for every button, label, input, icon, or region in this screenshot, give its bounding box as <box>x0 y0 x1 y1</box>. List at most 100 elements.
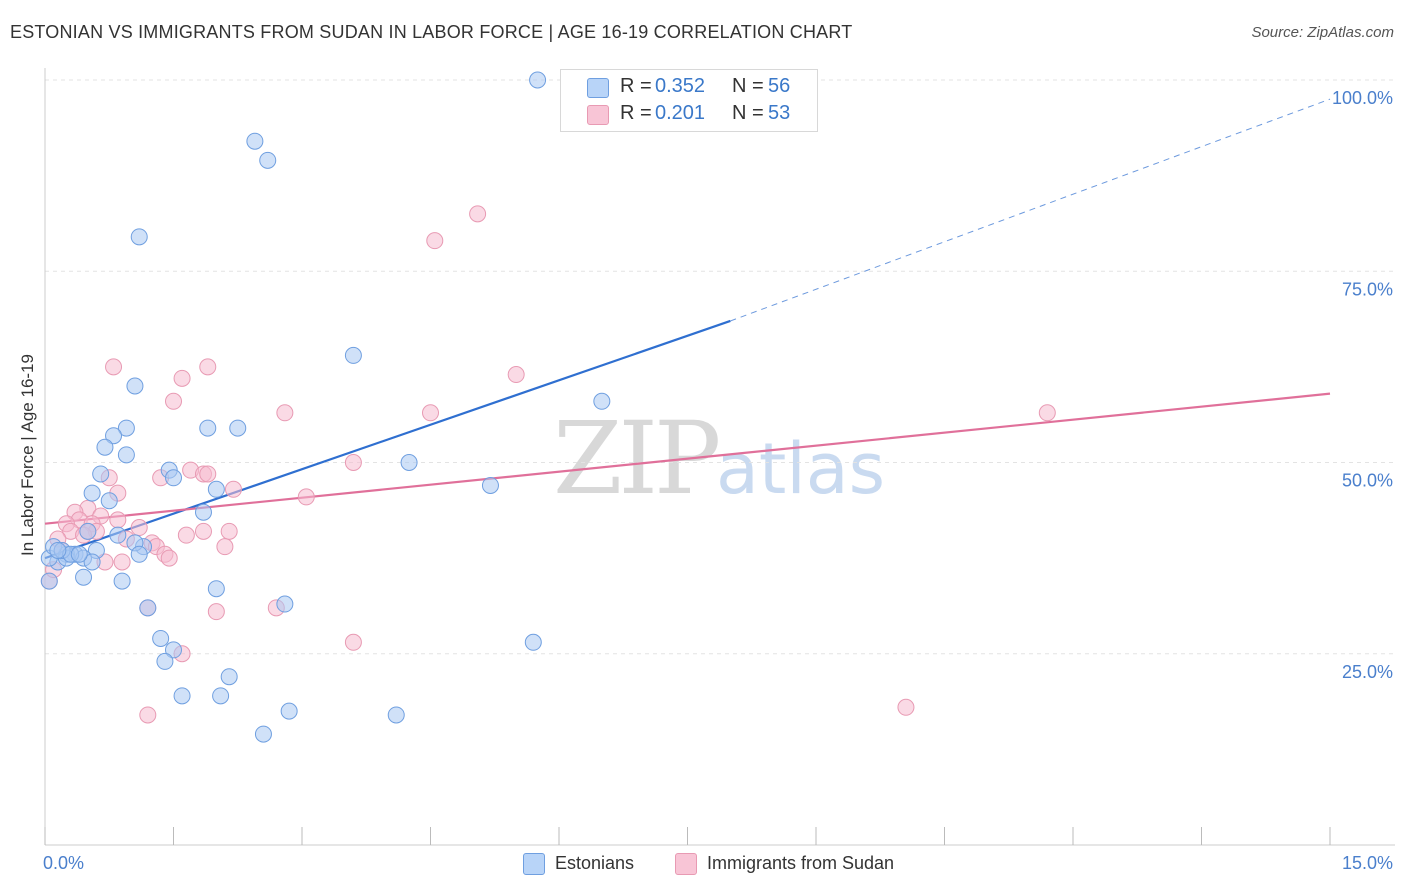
estonian-point <box>199 419 217 437</box>
estonian-point <box>130 545 148 563</box>
estonian-point <box>130 228 148 246</box>
estonian-point <box>344 346 362 364</box>
sudan-point <box>344 633 362 651</box>
estonian-point <box>156 652 174 670</box>
estonian-point <box>165 469 182 487</box>
sudan-point <box>160 549 178 567</box>
estonian-points <box>40 71 611 743</box>
y-tick-label: 50.0% <box>1342 471 1393 491</box>
estonian-point <box>387 706 405 724</box>
estonian-point <box>280 702 298 720</box>
sudan-point <box>507 366 525 384</box>
estonian-point <box>105 427 123 445</box>
x-tick-label-max: 15.0% <box>1342 853 1393 873</box>
estonian-point <box>79 522 97 540</box>
estonian-point <box>220 668 238 686</box>
estonian-point <box>117 419 135 437</box>
sudan-point <box>199 465 217 483</box>
estonian-point <box>173 687 191 705</box>
estonian-point <box>83 553 101 571</box>
estonian-point <box>83 484 101 502</box>
sudan-point <box>194 522 212 540</box>
estonian-point <box>49 541 67 559</box>
estonian-point <box>126 377 144 395</box>
estonian-point <box>100 492 118 510</box>
estonian-point <box>152 629 170 647</box>
legend-n-value: 53 <box>768 102 791 124</box>
legend-r-label: R = <box>620 75 652 97</box>
sudan-point <box>207 603 225 621</box>
sudan-point <box>113 553 131 571</box>
estonians-swatch <box>587 78 609 98</box>
sudan-point <box>216 538 234 556</box>
estonians-legend-swatch <box>523 853 545 875</box>
y-tick-label: 75.0% <box>1342 279 1393 299</box>
source-label: Source: ZipAtlas.com <box>1251 24 1394 41</box>
estonian-point <box>207 580 225 598</box>
estonian-point <box>96 438 114 456</box>
sudan-point <box>276 404 294 422</box>
sudan-point <box>165 392 182 410</box>
estonian-point <box>276 595 294 613</box>
estonian-point <box>139 599 157 617</box>
sudan-point <box>109 511 127 529</box>
estonian-point <box>75 568 93 586</box>
estonian-point <box>117 446 135 464</box>
estonian-point <box>165 641 182 659</box>
y-tick-label: 100.0% <box>1332 88 1393 108</box>
estonian-point <box>113 572 131 590</box>
sudan-swatch <box>587 105 609 125</box>
sudan-point <box>220 522 238 540</box>
sudan-point <box>422 404 439 422</box>
correlation-legend: R = 0.352 N = 56 R = 0.201 N = 53 <box>560 69 818 132</box>
sudan-legend-swatch <box>675 853 697 875</box>
estonian-point <box>254 725 272 743</box>
estonian-point <box>194 503 212 521</box>
estonian-point <box>207 480 225 498</box>
legend-n-value: 56 <box>768 75 791 97</box>
legend-r-label: R = <box>620 102 652 124</box>
estonian-point <box>481 476 499 494</box>
grid-lines <box>45 79 1395 655</box>
sudan-point <box>139 706 157 724</box>
legend-n-label: N = <box>732 102 764 124</box>
estonian-point <box>70 545 88 563</box>
tick-labels: 25.0% 50.0% 75.0% 100.0% 0.0% 15.0% <box>43 88 1393 873</box>
sudan-point <box>469 205 487 223</box>
legend-r-value: 0.201 <box>655 102 706 124</box>
estonian-point <box>229 419 247 437</box>
sudan-point <box>344 454 362 471</box>
sudan-point <box>426 232 444 250</box>
sudan-legend-label: Immigrants from Sudan <box>707 853 895 873</box>
sudan-point <box>297 488 315 506</box>
axes <box>44 68 1395 846</box>
estonian-point <box>246 132 264 150</box>
estonian-point <box>259 151 277 169</box>
estonian-point <box>529 71 547 89</box>
legend-n-label: N = <box>732 75 764 97</box>
sudan-point <box>105 358 123 376</box>
sudan-trend-line <box>44 392 1331 525</box>
y-tick-label: 25.0% <box>1342 662 1393 682</box>
estonian-point <box>92 465 110 483</box>
estonians-trend-line <box>44 319 731 560</box>
sudan-point <box>199 358 217 376</box>
estonians-trend-extension <box>730 98 1331 322</box>
sudan-point <box>130 519 148 537</box>
sudan-point <box>1038 404 1056 422</box>
sudan-points <box>40 205 1056 724</box>
estonian-point <box>40 572 58 590</box>
estonian-point <box>109 526 127 544</box>
trend-lines <box>44 98 1331 560</box>
chart-title: ESTONIAN VS IMMIGRANTS FROM SUDAN IN LAB… <box>10 22 853 42</box>
sudan-point <box>224 480 242 498</box>
x-tick-label-min: 0.0% <box>43 853 84 873</box>
sudan-point <box>173 369 191 387</box>
sudan-point <box>897 698 915 716</box>
estonian-point <box>212 687 230 705</box>
estonians-legend-label: Estonians <box>555 853 635 873</box>
legend-r-value: 0.352 <box>655 75 706 97</box>
estonian-point <box>524 633 542 651</box>
sudan-point <box>177 526 195 544</box>
